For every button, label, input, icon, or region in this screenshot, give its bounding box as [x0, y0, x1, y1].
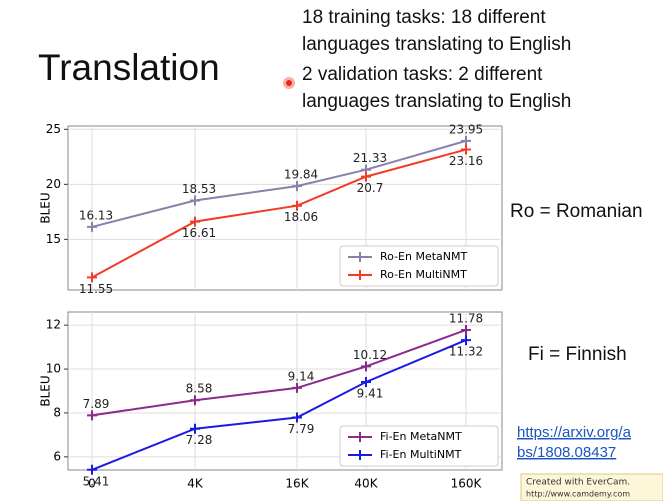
data-label: 11.55 — [79, 282, 113, 296]
bullet-text: languages translating to English — [302, 91, 571, 112]
bullet-text: 18 training tasks: 18 different — [302, 7, 546, 28]
data-label: 5.41 — [83, 474, 110, 488]
point-marker — [461, 335, 471, 346]
point-marker — [292, 412, 302, 423]
data-label: 8.58 — [186, 382, 213, 396]
y-tick-label: 6 — [53, 449, 61, 463]
legend-box — [339, 245, 499, 287]
bullet-text: 2 validation tasks: 2 different — [302, 64, 543, 85]
watermark: Created with EverCam. — [526, 478, 630, 488]
data-label: 23.16 — [449, 154, 483, 168]
point-marker — [292, 382, 302, 393]
legend-marker — [355, 432, 365, 442]
link[interactable]: https://arxiv.org/a — [517, 424, 632, 441]
data-label: 9.14 — [288, 369, 315, 383]
x-tick-label: 0 — [88, 477, 96, 491]
y-tick-label: 12 — [46, 318, 61, 332]
point-marker — [361, 171, 371, 182]
point-marker — [87, 272, 97, 283]
point-marker — [361, 361, 371, 372]
point-marker — [461, 144, 471, 155]
x-tick-label: 160K — [451, 477, 483, 491]
link[interactable]: bs/1808.08437 — [517, 444, 616, 461]
data-label: 11.78 — [449, 311, 483, 325]
point-marker — [461, 135, 471, 146]
data-label: 21.33 — [353, 151, 387, 165]
pointer — [286, 80, 292, 86]
data-label: 7.79 — [288, 422, 315, 436]
y-tick-label: 15 — [46, 232, 61, 246]
x-tick-label: 4K — [187, 477, 204, 491]
legend-marker — [355, 270, 365, 280]
point-marker — [87, 221, 97, 232]
x-tick-label: 40K — [354, 477, 378, 491]
bullet-text: languages translating to English — [302, 34, 571, 55]
point-marker — [87, 464, 97, 475]
y-axis-label: BLEU — [39, 192, 53, 223]
data-label: 23.95 — [449, 122, 483, 136]
y-tick-label: 8 — [53, 405, 61, 419]
legend-label: Fi-En MultiNMT — [380, 448, 462, 461]
note: Ro = Romanian — [510, 201, 643, 222]
point-marker — [461, 324, 471, 335]
y-tick-label: 20 — [46, 177, 61, 191]
y-axis-label: BLEU — [39, 375, 53, 406]
legend-marker — [355, 450, 365, 460]
watermark-box — [520, 473, 663, 501]
legend-label: Ro-En MultiNMT — [380, 268, 467, 281]
y-tick-label: 25 — [46, 122, 61, 136]
point-marker — [292, 181, 302, 192]
data-label: 10.12 — [353, 348, 387, 362]
data-label: 18.06 — [284, 210, 318, 224]
watermark: http://www.camdemy.com — [526, 490, 630, 499]
point-marker — [190, 195, 200, 206]
data-label: 19.84 — [284, 168, 318, 182]
data-label: 7.89 — [83, 397, 110, 411]
point-marker — [361, 377, 371, 388]
legend-box — [339, 425, 499, 467]
note: Fi = Finnish — [528, 344, 627, 365]
data-label: 7.28 — [186, 433, 213, 447]
data-label: 20.7 — [357, 181, 384, 195]
legend-label: Fi-En MetaNMT — [380, 430, 462, 443]
data-label: 16.13 — [79, 208, 113, 222]
data-label: 18.53 — [182, 182, 216, 196]
slide-title: Translation — [38, 47, 220, 88]
data-label: 9.41 — [357, 387, 384, 401]
data-label: 16.61 — [182, 226, 216, 240]
point-marker — [87, 410, 97, 421]
legend-label: Ro-En MetaNMT — [380, 250, 468, 263]
y-tick-label: 10 — [46, 362, 61, 376]
x-tick-label: 16K — [285, 477, 309, 491]
point-marker — [292, 200, 302, 211]
legend-marker — [355, 252, 365, 262]
point-marker — [190, 395, 200, 406]
data-label: 11.32 — [449, 345, 483, 359]
point-marker — [190, 423, 200, 434]
point-marker — [190, 216, 200, 227]
